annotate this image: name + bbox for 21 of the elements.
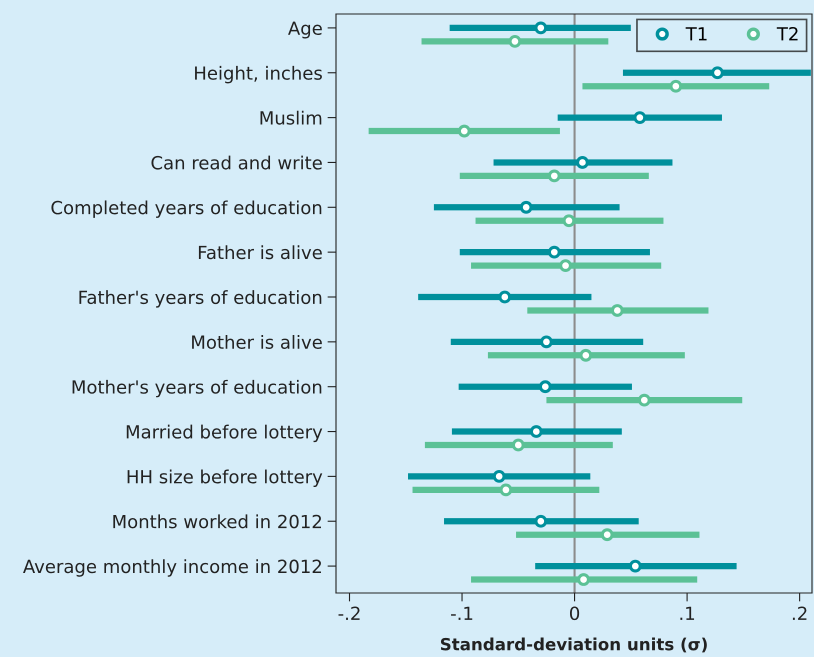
legend-label: T1 <box>686 27 707 40</box>
y-tick-label: Age <box>288 22 322 39</box>
y-tick-label: Muslim <box>260 110 322 125</box>
y-tick-label: Father is alive <box>198 245 322 260</box>
y-tick-label: Completed years of education <box>51 200 322 218</box>
x-tick-label: -.1 <box>451 606 472 620</box>
y-tick-label: Father's years of education <box>79 290 322 308</box>
y-tick-label: Months worked in 2012 <box>113 514 321 528</box>
y-tick-label: HH size before lottery <box>128 470 322 488</box>
y-tick-label: Married before lottery <box>126 424 322 442</box>
x-tick-label: .2 <box>792 606 806 620</box>
legend-label: T2 <box>776 26 798 40</box>
x-tick-label: .1 <box>680 606 694 620</box>
x-tick-label: 0 <box>570 606 580 620</box>
y-tick-label: Can read and write <box>151 156 322 170</box>
y-tick-label: Height, inches <box>195 66 322 84</box>
x-axis-title: Standard-deviation units (σ) <box>440 638 707 652</box>
y-tick-label: Mother is alive <box>192 334 322 349</box>
y-tick-label: Mother's years of education <box>72 380 322 398</box>
x-tick-label: -.2 <box>338 606 360 620</box>
y-tick-label: Average monthly income in 2012 <box>23 559 321 577</box>
